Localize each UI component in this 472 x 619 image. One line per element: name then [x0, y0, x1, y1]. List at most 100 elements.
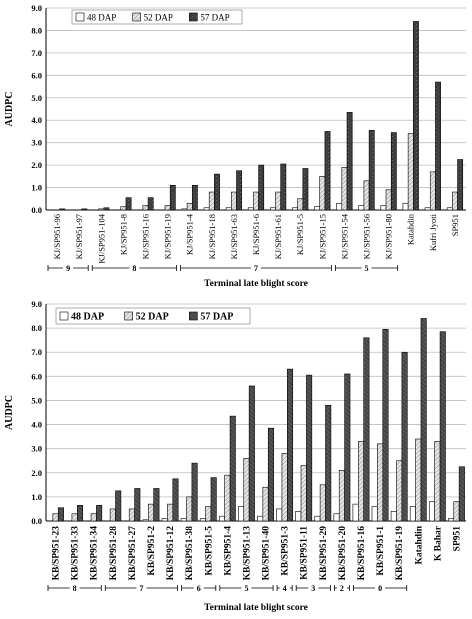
x-tick-label: KB/SP951-13: [242, 526, 252, 581]
bar-48-dap: [371, 506, 378, 522]
bar-48-dap: [333, 513, 340, 522]
bar-48-dap: [218, 515, 225, 522]
bar-48-dap: [276, 508, 283, 522]
bar-57-dap: [134, 488, 141, 522]
bar-57-dap: [81, 208, 88, 211]
x-tick-label: KJ/SP951-8: [118, 214, 128, 255]
bar-48-dap: [247, 207, 254, 211]
x-tick-label: KB/SP951-28: [109, 526, 119, 581]
bar-52-dap: [52, 513, 59, 522]
bar-57-dap: [413, 21, 419, 211]
group-label: 5: [365, 264, 369, 273]
group-label: 7: [254, 264, 258, 273]
x-tick-label: KJ/SP951-5: [295, 214, 305, 255]
x-tick-label: SP951: [450, 214, 460, 236]
x-tick-label: KJ/SP951-15: [317, 214, 327, 259]
y-tick-label: 3.0: [31, 444, 42, 454]
bar-57-dap: [214, 173, 220, 211]
bar-57-dap: [125, 197, 132, 211]
x-tick-label: KJ/SP951-61: [273, 214, 283, 259]
bar-52-dap: [385, 189, 392, 211]
y-tick-label: 8.0: [31, 25, 42, 35]
bar-52-dap: [186, 202, 193, 211]
legend: 48 DAP 52 DAP 57 DAP: [55, 307, 251, 325]
bar-52-dap: [429, 171, 436, 211]
legend-swatch: [189, 12, 198, 22]
bar-52-dap: [407, 133, 414, 211]
bar-52-dap: [98, 208, 105, 211]
bar-48-dap: [409, 506, 416, 522]
y-tick-label: 2.0: [31, 468, 42, 478]
bar-57-dap: [77, 505, 84, 522]
bar-52-dap: [90, 513, 97, 522]
y-tick-label: 4.0: [31, 420, 42, 430]
x-tick-label: KB/SP951-20: [338, 526, 348, 581]
bar-52-dap: [281, 453, 288, 522]
legend-swatch: [124, 311, 133, 321]
x-tick-label: KJ/SP951-16: [140, 214, 150, 259]
bar-57-dap: [401, 351, 408, 522]
legend-box: [55, 307, 251, 325]
bar-48-dap: [203, 207, 210, 211]
legend-swatch: [59, 311, 69, 321]
bar-57-dap: [457, 159, 464, 211]
bar-57-dap: [420, 318, 427, 522]
bar-57-dap: [258, 164, 265, 211]
y-tick-label: 6.0: [31, 371, 42, 381]
bar-57-dap: [169, 185, 176, 211]
bar-48-dap: [336, 202, 343, 211]
bar-48-dap: [390, 511, 397, 522]
bar-52-dap: [167, 503, 174, 522]
bar-57-dap: [267, 427, 274, 522]
legend-entry: 52 DAP: [136, 312, 169, 323]
y-tick-label: 1.0: [31, 183, 42, 193]
bar-52-dap: [297, 198, 304, 211]
bar-48-dap: [199, 518, 206, 522]
bar-48-dap: [380, 205, 387, 211]
legend-entry: 48 DAP: [71, 312, 104, 323]
bar-57-dap: [458, 466, 465, 522]
x-tick-label: KJ/SP951-96: [52, 214, 62, 259]
bar-48-dap: [238, 506, 245, 522]
bar-48-dap: [292, 207, 298, 211]
bar-52-dap: [186, 496, 193, 522]
group-label-bg: [136, 583, 147, 593]
bar-52-dap: [71, 513, 78, 522]
group-label: 9: [66, 264, 70, 273]
bar-57-dap: [248, 385, 255, 522]
bar-48-dap: [314, 206, 321, 211]
bar-57-dap: [210, 477, 217, 522]
bar-48-dap: [295, 511, 302, 522]
y-tick-label: 7.0: [31, 347, 42, 357]
bar-52-dap: [205, 506, 212, 522]
y-tick-label: 7.0: [31, 48, 42, 58]
y-tick-label: 4.0: [31, 115, 42, 125]
x-tick-label: KB/SP951-27: [128, 526, 138, 581]
bar-52-dap: [128, 508, 135, 522]
y-tick-label: 6.0: [31, 70, 42, 80]
bar-57-dap: [344, 373, 351, 522]
legend-entry: 48 DAP: [87, 13, 116, 23]
x-tick-label: KJ/SP951-54: [339, 213, 349, 259]
bar-57-dap: [306, 374, 313, 522]
bar-57-dap: [435, 81, 441, 211]
x-tick-label: Katahdin: [406, 213, 416, 245]
y-tick-label: 5.0: [31, 395, 42, 405]
x-tick-label: KJ/SP951-97: [74, 214, 84, 259]
bar-57-dap: [236, 170, 242, 211]
x-tick-label: Katahdin: [414, 525, 424, 564]
group-label: 2: [340, 584, 344, 593]
x-tick-label: KB/SP951-33: [71, 526, 81, 581]
bar-48-dap: [402, 202, 409, 211]
group-label: 7: [139, 584, 143, 593]
bar-57-dap: [368, 130, 375, 211]
legend-entry: 57 DAP: [200, 312, 233, 323]
bar-52-dap: [319, 176, 326, 211]
x-tick-label: SP951: [452, 526, 462, 552]
bar-48-dap: [448, 518, 455, 522]
bar-48-dap: [257, 515, 264, 522]
bar-52-dap: [253, 191, 259, 211]
x-tick-label: KJ/SP951-56: [362, 214, 372, 259]
bar-52-dap: [142, 205, 149, 211]
y-axis-label: AUDPC: [4, 395, 15, 430]
